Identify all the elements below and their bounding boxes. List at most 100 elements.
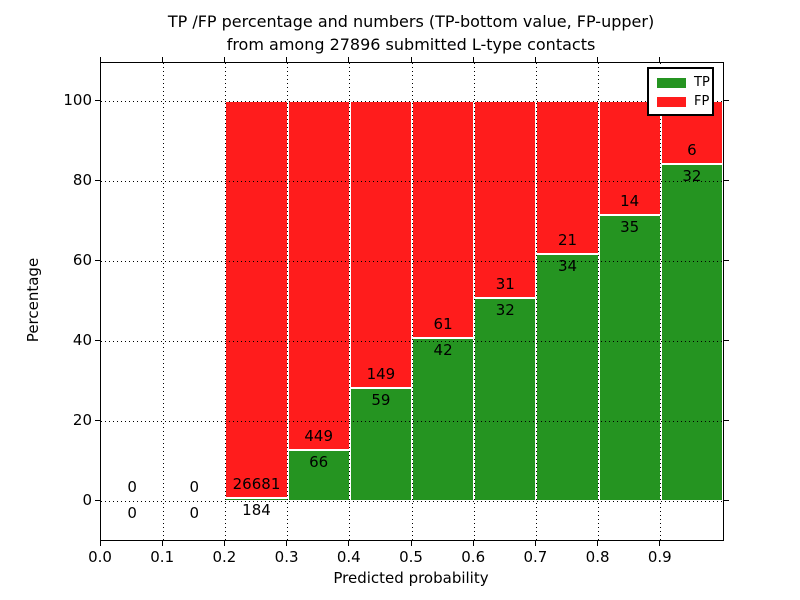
x-axis-tick-bottom (99, 541, 101, 546)
plot-area: 0 0 0 0 26681 184 449 66 149 59 61 42 31 32 21 34 14 35 6 3… (100, 62, 724, 541)
y-axis-tick-left (95, 499, 100, 501)
fp-bar-segment (287, 101, 350, 450)
x-axis-tick-bottom (534, 541, 536, 546)
x-axis-tick-top (348, 57, 350, 62)
chart-title-line2: from among 27896 submitted L-type contac… (226, 35, 596, 54)
grid-line-vertical (660, 63, 662, 540)
grid-line-horizontal (101, 420, 723, 422)
grid-line-vertical (598, 63, 600, 540)
chart-title: TP /FP percentage and numbers (TP-bottom… (100, 10, 722, 56)
fp-bar-segment (412, 101, 475, 338)
tp-count-label: 34 (557, 256, 578, 275)
y-tick-label: 80 (72, 171, 92, 189)
fp-bar-segment (536, 101, 599, 254)
x-tick-label: 0.8 (585, 548, 610, 566)
fp-count-label: 31 (495, 274, 515, 293)
y-tick-label: 100 (63, 91, 92, 109)
grid-line-vertical (162, 63, 164, 540)
y-axis-tick-right (724, 419, 729, 421)
legend: TP FP (647, 67, 714, 116)
fp-legend-swatch-icon (657, 96, 686, 107)
x-axis-tick-bottom (286, 541, 288, 546)
tp-count-label: 32 (495, 300, 515, 319)
x-tick-label: 0.4 (336, 548, 361, 566)
y-axis-tick-right (724, 179, 729, 181)
x-axis-tick-bottom (223, 541, 225, 546)
grid-line-vertical (287, 63, 289, 540)
grid-line-horizontal (101, 260, 723, 262)
fp-bar-segment (349, 101, 412, 388)
tp-bar-segment (660, 164, 723, 501)
y-axis-tick-left (95, 259, 100, 261)
x-axis-tick-bottom (348, 541, 350, 546)
fp-count-label: 449 (304, 426, 334, 445)
fp-count-label: 0 (189, 478, 200, 496)
x-axis-tick-bottom (410, 541, 412, 546)
x-tick-label: 0.7 (523, 548, 548, 566)
x-axis-tick-top (410, 57, 412, 62)
y-axis-tick-left (95, 339, 100, 341)
tp-bar-segment (412, 337, 475, 501)
grid-layer (101, 63, 723, 540)
fp-bar-segment (225, 101, 288, 499)
grid-line-horizontal (101, 340, 723, 342)
x-axis-tick-bottom (659, 541, 661, 546)
y-axis-tick-left (95, 179, 100, 181)
x-axis-tick-top (99, 57, 101, 62)
y-tick-label: 20 (72, 411, 92, 429)
grid-line-horizontal (101, 500, 723, 502)
x-axis-tick-bottom (161, 541, 163, 546)
x-axis-label: Predicted probability (333, 569, 489, 587)
tp-bar-segment (536, 253, 599, 501)
x-axis-tick-top (223, 57, 225, 62)
x-axis-tick-top (597, 57, 599, 62)
y-axis-tick-left (95, 99, 100, 101)
x-tick-label: 0.5 (399, 548, 423, 566)
x-axis-tick-top (472, 57, 474, 62)
x-axis-tick-top (659, 57, 661, 62)
fp-count-label: 0 (127, 478, 137, 496)
y-axis-label: Percentage (24, 257, 42, 343)
tp-legend-swatch-icon (657, 77, 686, 88)
grid-line-horizontal (101, 180, 723, 182)
y-axis-tick-right (724, 499, 729, 501)
tp-count-label: 184 (242, 501, 271, 520)
grid-line-vertical (411, 63, 413, 540)
x-tick-label: 0.1 (150, 548, 175, 566)
fp-count-label: 149 (366, 364, 396, 383)
tp-bar-segment (474, 297, 537, 501)
tp-count-label: 59 (371, 390, 391, 409)
fp-count-label: 61 (433, 314, 453, 333)
x-axis-tick-top (286, 57, 288, 62)
fp-bar-segment (474, 101, 537, 298)
tp-count-label: 35 (620, 218, 640, 237)
fp-count-label: 14 (620, 192, 640, 211)
y-axis-tick-right (724, 259, 729, 261)
y-tick-label: 40 (72, 331, 92, 349)
x-tick-label: 0.0 (88, 548, 112, 566)
bar-labels-layer: 0 0 0 0 26681 184 449 66 149 59 61 42 31 32 21 34 14 35 6 3… (101, 63, 723, 540)
legend-label-tp: TP (694, 75, 710, 90)
chart-title-line1: TP /FP percentage and numbers (TP-bottom… (167, 12, 655, 31)
grid-line-vertical (224, 63, 226, 540)
tp-count-label: 0 (127, 504, 137, 522)
x-tick-label: 0.3 (274, 548, 299, 566)
x-tick-label: 0.9 (647, 548, 672, 566)
tp-count-label: 32 (682, 167, 702, 186)
x-tick-label: 0.6 (461, 548, 486, 566)
y-axis-tick-right (724, 99, 729, 101)
grid-line-vertical (535, 63, 537, 540)
y-axis-tick-right (724, 339, 729, 341)
tp-bar-segment (349, 387, 412, 501)
grid-line-vertical (473, 63, 475, 540)
x-tick-label: 0.2 (212, 548, 237, 566)
grid-line-vertical (349, 63, 351, 540)
tp-count-label: 0 (189, 504, 200, 522)
x-axis-tick-top (534, 57, 536, 62)
fp-count-label: 21 (557, 230, 578, 249)
tp-count-label: 66 (309, 452, 329, 471)
legend-entry-tp: TP (649, 73, 712, 92)
legend-entry-fp: FP (649, 92, 712, 111)
x-axis-tick-bottom (597, 541, 599, 546)
